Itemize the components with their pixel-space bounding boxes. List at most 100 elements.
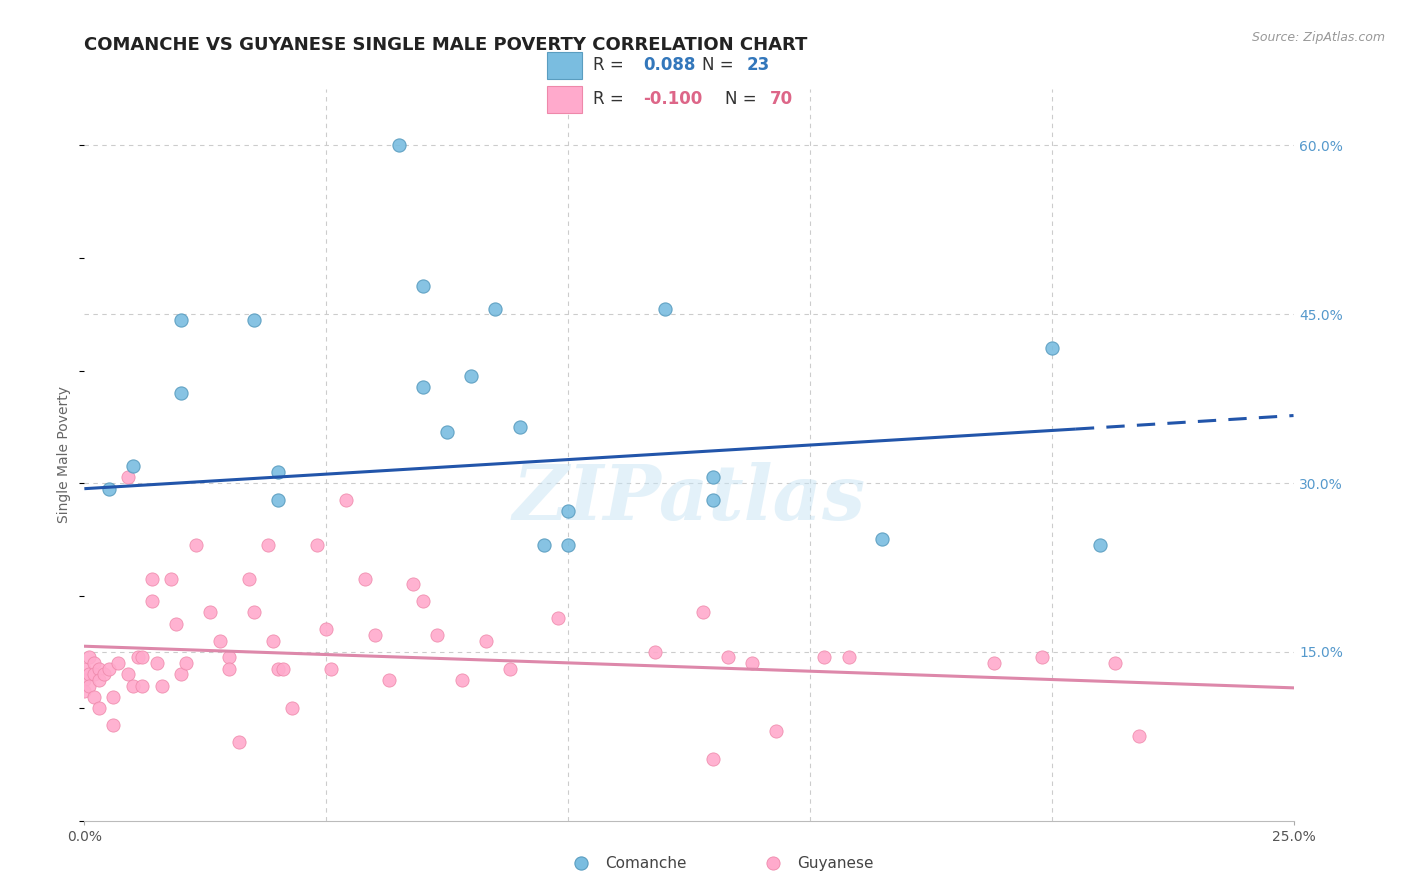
- Point: [509, 419, 531, 434]
- Point: [475, 633, 498, 648]
- Point: [242, 313, 264, 327]
- Point: [121, 459, 143, 474]
- Point: [569, 856, 592, 871]
- Point: [73, 662, 96, 676]
- Point: [73, 684, 96, 698]
- Point: [1128, 729, 1150, 743]
- Point: [762, 856, 785, 871]
- Point: [281, 701, 304, 715]
- Point: [228, 735, 250, 749]
- Point: [77, 667, 100, 681]
- Point: [83, 667, 105, 681]
- Point: [146, 656, 169, 670]
- Point: [271, 662, 294, 676]
- Text: ZIPatlas: ZIPatlas: [512, 462, 866, 536]
- Text: Source: ZipAtlas.com: Source: ZipAtlas.com: [1251, 31, 1385, 45]
- Point: [184, 538, 207, 552]
- Point: [460, 369, 482, 384]
- Point: [83, 690, 105, 704]
- Point: [103, 718, 125, 732]
- Point: [717, 650, 740, 665]
- Point: [141, 594, 163, 608]
- Point: [267, 662, 290, 676]
- Point: [436, 425, 458, 440]
- Point: [335, 492, 357, 507]
- FancyBboxPatch shape: [547, 52, 582, 78]
- Point: [644, 645, 666, 659]
- Text: 70: 70: [770, 90, 793, 108]
- Point: [262, 633, 284, 648]
- Point: [813, 650, 835, 665]
- Point: [170, 667, 193, 681]
- Point: [1031, 650, 1053, 665]
- Point: [741, 656, 763, 670]
- Text: N =: N =: [725, 90, 762, 108]
- Point: [208, 633, 231, 648]
- Point: [378, 673, 401, 687]
- Text: 23: 23: [747, 56, 770, 74]
- Point: [242, 606, 264, 620]
- Point: [87, 662, 110, 676]
- Point: [87, 673, 110, 687]
- Point: [170, 313, 193, 327]
- Y-axis label: Single Male Poverty: Single Male Poverty: [58, 386, 72, 524]
- FancyBboxPatch shape: [547, 87, 582, 112]
- Point: [127, 650, 149, 665]
- Point: [499, 662, 522, 676]
- Point: [354, 572, 377, 586]
- Point: [1088, 538, 1111, 552]
- Point: [765, 723, 787, 738]
- Point: [702, 752, 724, 766]
- Point: [315, 623, 337, 637]
- Point: [117, 470, 139, 484]
- Point: [73, 673, 96, 687]
- Point: [319, 662, 342, 676]
- Text: COMANCHE VS GUYANESE SINGLE MALE POVERTY CORRELATION CHART: COMANCHE VS GUYANESE SINGLE MALE POVERTY…: [84, 36, 807, 54]
- Point: [170, 386, 193, 401]
- Point: [872, 533, 894, 547]
- Point: [160, 572, 183, 586]
- Point: [692, 606, 714, 620]
- Text: R =: R =: [593, 56, 630, 74]
- Text: Guyanese: Guyanese: [797, 855, 873, 871]
- Point: [1104, 656, 1126, 670]
- Point: [77, 650, 100, 665]
- Point: [267, 465, 290, 479]
- Point: [412, 380, 434, 394]
- Point: [702, 470, 724, 484]
- Point: [547, 611, 569, 625]
- Point: [412, 279, 434, 293]
- Point: [412, 594, 434, 608]
- Point: [363, 628, 385, 642]
- Text: R =: R =: [593, 90, 630, 108]
- Text: 0.088: 0.088: [643, 56, 695, 74]
- Point: [702, 492, 724, 507]
- Point: [117, 667, 139, 681]
- Point: [77, 679, 100, 693]
- Point: [103, 690, 125, 704]
- Point: [484, 301, 506, 316]
- Point: [838, 650, 860, 665]
- Text: -0.100: -0.100: [643, 90, 702, 108]
- Point: [83, 656, 105, 670]
- Point: [267, 492, 290, 507]
- Point: [388, 138, 411, 153]
- Point: [97, 662, 120, 676]
- Point: [533, 538, 555, 552]
- Point: [131, 679, 153, 693]
- Point: [107, 656, 129, 670]
- Text: N =: N =: [702, 56, 738, 74]
- Point: [141, 572, 163, 586]
- Point: [131, 650, 153, 665]
- Point: [557, 538, 579, 552]
- Point: [557, 504, 579, 518]
- Point: [97, 482, 120, 496]
- Point: [121, 679, 143, 693]
- Point: [174, 656, 197, 670]
- Point: [1040, 341, 1063, 355]
- Point: [150, 679, 173, 693]
- Point: [983, 656, 1005, 670]
- Point: [238, 572, 260, 586]
- Point: [654, 301, 676, 316]
- Point: [450, 673, 472, 687]
